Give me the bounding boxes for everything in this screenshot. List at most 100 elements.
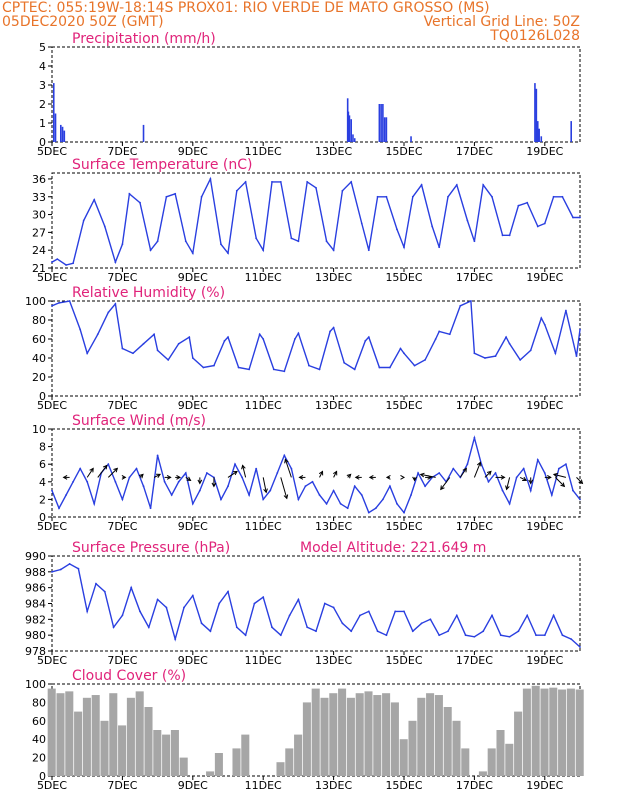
surface-wind-point — [65, 494, 67, 496]
surface-temperature-point — [315, 186, 317, 189]
surface-pressure-frame — [51, 555, 581, 652]
cloud-cover-bar — [135, 691, 144, 776]
precipitation-xtick-label: 19DEC — [526, 145, 563, 158]
relative-humidity-point — [469, 300, 472, 302]
wind-vector — [459, 468, 467, 478]
relative-humidity-ytick-label: 80 — [32, 314, 46, 327]
surface-pressure-point — [367, 610, 370, 613]
cloud-cover-bar — [382, 693, 391, 776]
surface-temperature-point — [579, 216, 581, 219]
relative-humidity-point — [519, 359, 522, 361]
surface-temperature-point — [561, 195, 564, 198]
relative-humidity-point — [579, 328, 581, 331]
surface-pressure-point — [200, 622, 203, 625]
surface-temperature-point — [271, 181, 273, 183]
surface-wind-line — [51, 435, 581, 514]
surface-temperature-point — [279, 181, 282, 183]
cloud-cover-bar — [144, 707, 153, 776]
surface-wind-ytick-label: 6 — [39, 458, 46, 471]
wind-arrowhead — [440, 485, 445, 491]
wind-arrowhead — [486, 470, 492, 476]
surface-pressure-point — [130, 586, 133, 589]
cloud-cover-bar — [320, 697, 329, 776]
surface-temperature-point — [447, 195, 449, 198]
cloud-cover-xtick-label: 19DEC — [526, 779, 563, 792]
cloud-cover-ytick-label: 100 — [25, 678, 46, 691]
cloud-cover-bar — [531, 685, 540, 776]
surface-pressure-point — [464, 634, 467, 637]
relative-humidity-point — [96, 333, 99, 336]
surface-pressure-point — [174, 638, 177, 641]
precipitation-xtick-label: 5DEC — [37, 145, 67, 158]
surface-pressure-point — [315, 630, 317, 633]
surface-pressure-point — [447, 630, 449, 633]
wind-arrowhead — [241, 464, 246, 470]
surface-pressure-point — [579, 646, 581, 648]
surface-pressure-xtick-label: 5DEC — [37, 654, 67, 667]
surface-pressure-point — [394, 610, 397, 613]
relative-humidity-point — [227, 336, 229, 338]
relative-humidity-xtick-label: 13DEC — [315, 399, 352, 412]
surface-wind-xtick-label: 13DEC — [315, 520, 352, 533]
wind-vector — [420, 473, 436, 478]
cloud-cover-bar — [91, 695, 100, 776]
cloud-cover-xtick-label: 17DEC — [456, 779, 493, 792]
surface-pressure-ytick-label: 990 — [25, 550, 46, 563]
surface-wind-point — [93, 502, 96, 505]
surface-temperature-point — [56, 258, 59, 260]
wind-arrowhead — [400, 475, 406, 480]
relative-humidity-point — [68, 300, 71, 302]
wind-vector — [153, 473, 161, 478]
surface-wind-point — [536, 458, 539, 461]
relative-humidity-point — [79, 328, 82, 331]
surface-pressure-annotation: Model Altitude: 221.649 m — [300, 540, 486, 556]
surface-wind-point — [403, 511, 405, 514]
surface-pressure-point — [191, 594, 194, 597]
surface-wind-point — [396, 502, 398, 505]
surface-temperature-xtick-label: 13DEC — [315, 271, 352, 284]
precipitation-bar — [60, 124, 62, 142]
wind-vector — [97, 465, 108, 478]
relative-humidity-point — [575, 355, 578, 357]
surface-pressure-xtick-label: 9DEC — [178, 654, 208, 667]
wind-vector — [555, 477, 565, 487]
surface-temperature-point — [473, 240, 476, 243]
relative-humidity-point — [167, 359, 170, 361]
header-line-1: CPTEC: 055:19W-18:14S PROX01: RIO VERDE … — [2, 0, 490, 16]
precipitation-bar — [536, 121, 539, 142]
wind-arrowhead — [462, 467, 467, 473]
surface-temperature-point — [114, 261, 117, 263]
relative-humidity-title: Relative Humidity (%) — [72, 285, 225, 301]
surface-temperature-point — [82, 219, 85, 222]
surface-pressure-point — [455, 614, 458, 617]
wind-arrowhead — [284, 458, 289, 464]
wind-arrowhead — [500, 475, 506, 480]
relative-humidity-point — [107, 311, 110, 314]
relative-humidity-point — [448, 333, 451, 336]
cloud-cover-ytick-label: 20 — [32, 752, 46, 765]
precipitation-bar — [538, 128, 540, 142]
wind-vector — [576, 477, 583, 484]
surface-temperature-point — [438, 246, 441, 249]
wind-arrowhead — [89, 467, 94, 473]
cloud-cover-bar — [408, 720, 417, 776]
wind-arrowhead — [102, 464, 108, 470]
surface-temperature-point — [466, 219, 469, 222]
surface-temperature-point — [128, 192, 131, 195]
surface-wind-xtick-label: 7DEC — [107, 520, 137, 533]
surface-wind-point — [283, 454, 286, 457]
wind-arrowhead — [368, 475, 374, 480]
surface-temperature-point — [543, 222, 546, 225]
surface-wind-point — [381, 498, 384, 501]
wind-arrowhead — [139, 473, 144, 479]
relative-humidity-panel: 0 20 40 60 80 100 5DEC 7DEC 9DEC 11DEC 13DEC 15DEC 1… — [25, 285, 581, 412]
surface-wind-point — [522, 467, 525, 470]
surface-temperature-point — [501, 234, 504, 237]
surface-wind-point — [557, 467, 560, 470]
relative-humidity-point — [332, 326, 335, 329]
header-run-date: 05DEC2020 50Z (GMT) — [2, 14, 164, 30]
relative-humidity-point — [258, 333, 261, 336]
precipitation-bar — [350, 119, 352, 142]
surface-pressure-point — [262, 596, 265, 599]
